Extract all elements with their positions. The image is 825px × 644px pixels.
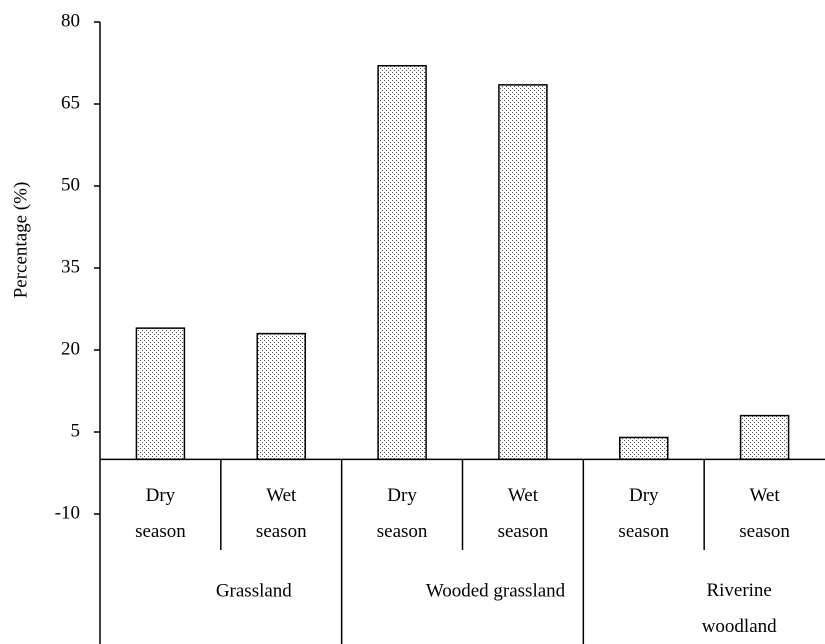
- bar: [256, 332, 306, 461]
- y-axis-label: Percentage (%): [10, 182, 31, 299]
- group-label: Wooded grassland: [426, 580, 566, 601]
- bar: [619, 436, 669, 461]
- y-tick-label: -10: [55, 502, 80, 523]
- x-tick-label: Dry season: [377, 485, 428, 542]
- y-tick-label: 65: [61, 92, 80, 113]
- group-label: Grassland: [216, 580, 292, 601]
- y-tick-label: 20: [61, 338, 80, 359]
- y-tick-label: 5: [71, 420, 81, 441]
- group-label: Riverine woodland: [702, 580, 777, 637]
- y-tick-label: 80: [61, 10, 80, 31]
- bar: [377, 64, 427, 461]
- x-tick-label: Wet season: [498, 485, 549, 542]
- x-tick-label: Dry season: [618, 485, 669, 542]
- y-tick-label: 50: [61, 174, 80, 195]
- bar: [739, 414, 790, 461]
- bar: [135, 327, 186, 461]
- bar: [498, 84, 548, 461]
- x-tick-label: Wet season: [256, 485, 307, 542]
- x-tick-label: Wet season: [739, 485, 790, 542]
- y-tick-label: 35: [61, 256, 80, 277]
- x-tick-label: Dry season: [135, 485, 186, 542]
